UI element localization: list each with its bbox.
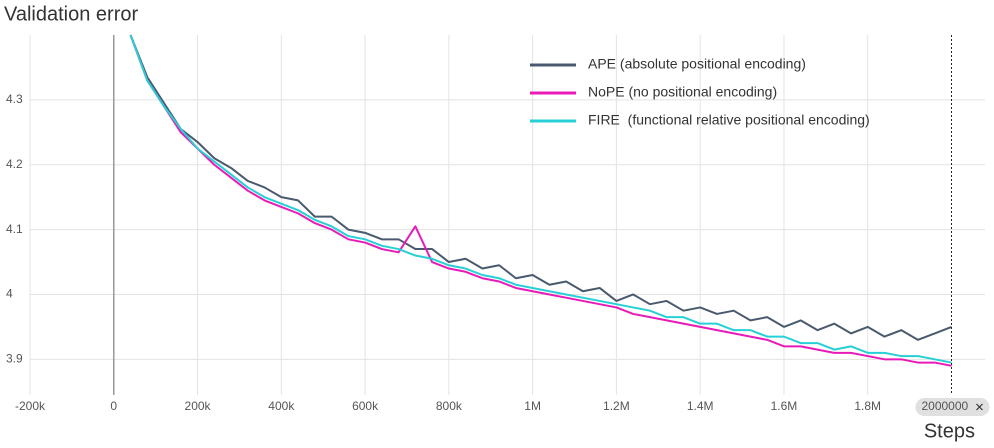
series-line <box>129 34 952 341</box>
x-tick-label: -200k <box>15 399 46 413</box>
series-line <box>129 34 952 367</box>
cursor-label: 2000000 <box>921 399 968 413</box>
x-tick-label: 0 <box>110 399 117 413</box>
x-tick-label: 1M <box>524 399 541 413</box>
x-tick-label: 200k <box>185 399 212 413</box>
x-tick-label: 1.4M <box>687 399 714 413</box>
legend-label: NoPE (no positional encoding) <box>588 84 777 100</box>
x-tick-label: 800k <box>436 399 463 413</box>
x-tick-label: 1.8M <box>854 399 881 413</box>
x-tick-label: 400k <box>268 399 295 413</box>
cursor-badge <box>915 398 990 416</box>
x-tick-label: 600k <box>352 399 379 413</box>
grid <box>29 35 985 395</box>
series-line <box>129 34 952 364</box>
legend-label: APE (absolute positional encoding) <box>588 56 806 72</box>
cursor-close <box>976 403 983 411</box>
y-tick-label: 4.3 <box>6 92 23 106</box>
y-tick-label: 4.1 <box>6 222 23 236</box>
y-tick-label: 3.9 <box>6 351 23 365</box>
x-axis-label: Steps <box>924 420 975 442</box>
x-tick-label: 1.6M <box>771 399 798 413</box>
y-tick-label: 4 <box>6 287 13 301</box>
legend-label: FIRE (functional relative positional enc… <box>588 112 870 128</box>
x-tick-label: 1.2M <box>603 399 630 413</box>
y-tick-label: 4.2 <box>6 157 23 171</box>
chart-title: Validation error <box>4 3 138 25</box>
